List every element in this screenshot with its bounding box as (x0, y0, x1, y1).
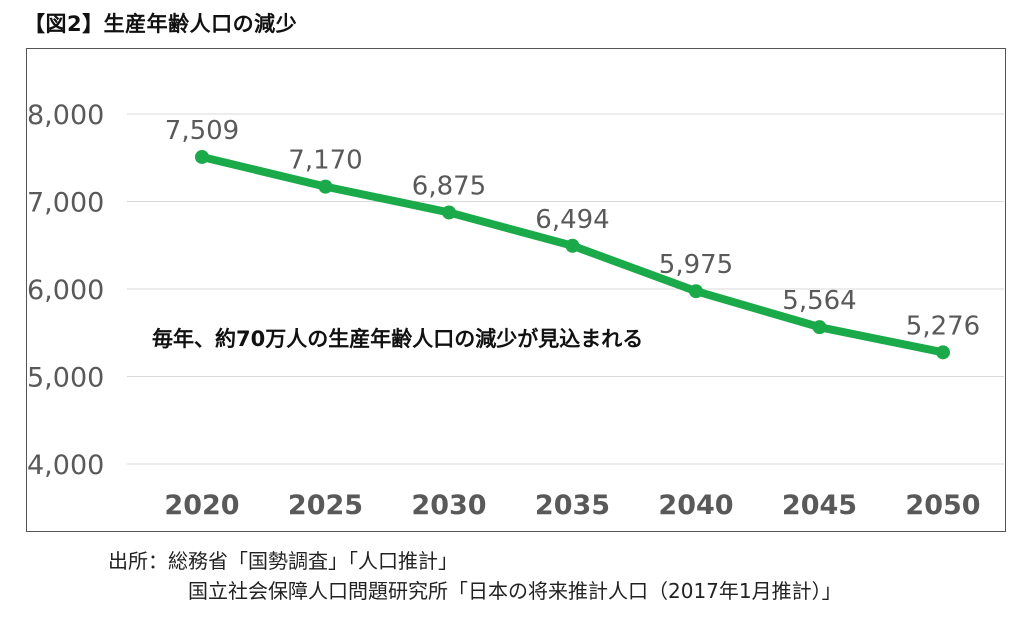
figure-title: 【図2】生産年齢人口の減少 (24, 12, 298, 36)
y-tick-label: 5,000 (27, 363, 104, 394)
x-tick-label: 2050 (905, 490, 980, 521)
series-line-path (198, 152, 947, 357)
data-label: 6,875 (412, 171, 486, 201)
data-label: 6,494 (535, 205, 609, 235)
series-line (198, 152, 947, 357)
x-tick-label: 2025 (288, 490, 363, 521)
x-tick-label: 2030 (411, 490, 486, 521)
source-line-2: 国立社会保障人口問題研究所「日本の将来推計人口（2017年1月推計）」 (188, 579, 842, 603)
data-point (442, 205, 456, 220)
x-axis-ticks: 2020 2025 2030 2035 2040 2045 2050 (164, 490, 980, 521)
data-point (812, 320, 827, 335)
y-tick-label: 7,000 (27, 188, 104, 219)
y-tick-label: 4,000 (27, 450, 104, 481)
x-tick-label: 2035 (535, 490, 610, 521)
data-label: 5,564 (782, 286, 856, 316)
data-point (195, 149, 209, 164)
data-point (565, 238, 580, 253)
data-point (318, 179, 333, 194)
data-label: 7,509 (165, 116, 239, 146)
data-point (689, 284, 703, 299)
data-points (195, 149, 950, 360)
gridlines (127, 113, 1004, 465)
data-label: 5,276 (906, 311, 980, 341)
data-labels: 7,509 7,170 6,875 6,494 5,975 5,564 5,276 (165, 116, 980, 341)
data-label: 7,170 (288, 146, 362, 176)
chart-frame: 4,000 5,000 6,000 7,000 8,000 2020 2025 2030 20… (26, 48, 1006, 532)
y-tick-label: 6,000 (27, 275, 104, 306)
data-label: 5,975 (659, 250, 733, 280)
x-tick-label: 2040 (658, 490, 733, 521)
x-tick-label: 2020 (164, 490, 239, 521)
chart-annotation: 毎年、約70万人の生産年齢人口の減少が見込まれる (152, 327, 643, 351)
x-tick-label: 2045 (782, 490, 857, 521)
data-point (936, 345, 950, 360)
y-axis-ticks: 4,000 5,000 6,000 7,000 8,000 (27, 100, 104, 481)
source-note: 出所：総務省「国勢調査」「人口推計」 国立社会保障人口問題研究所「日本の将来推計… (108, 546, 842, 606)
source-line-1: 出所：総務省「国勢調査」「人口推計」 (108, 549, 458, 573)
y-tick-label: 8,000 (27, 100, 104, 131)
